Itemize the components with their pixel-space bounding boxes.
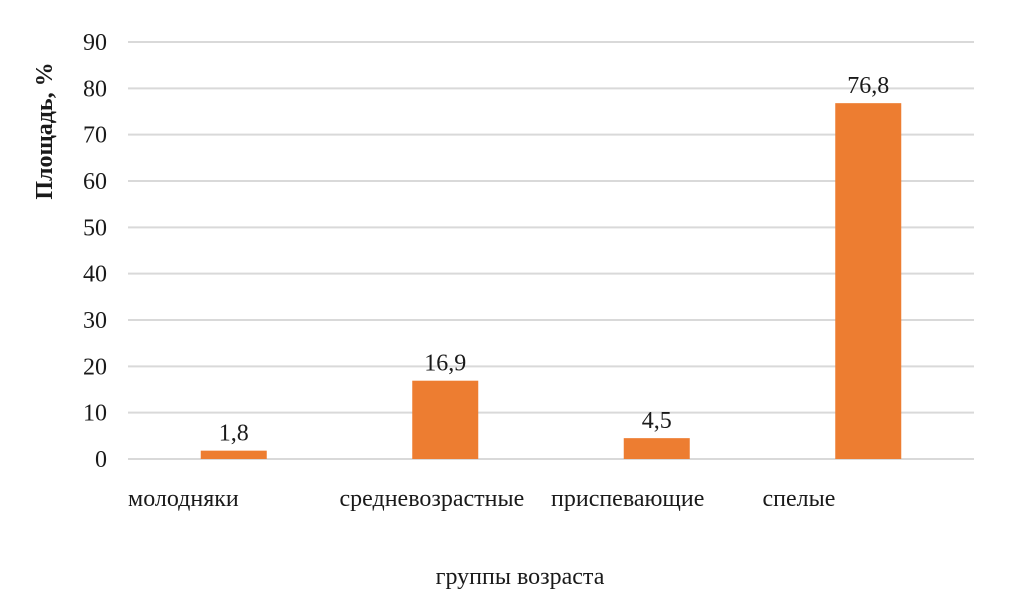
y-axis-title: Площадь, % [32,62,58,199]
category-label: средневозрастные [340,486,525,512]
bar [623,438,690,459]
category-label: спелые [763,486,836,512]
y-tick-label: 70 [83,123,107,149]
x-axis-title: группы возраста [436,564,605,590]
category-label: приспевающие [551,486,704,512]
data-label: 4,5 [642,408,672,434]
y-tick-labels: 0 10 20 30 40 50 60 70 80 90 [83,30,107,473]
y-tick-label: 90 [83,30,107,56]
data-label: 76,8 [847,73,889,99]
bar [200,450,267,459]
y-tick-label: 40 [83,262,107,288]
bar [412,380,479,459]
data-labels: 1,8 16,9 4,5 76,8 [219,73,890,447]
y-tick-label: 20 [83,354,107,380]
data-label: 16,9 [424,351,466,377]
y-tick-label: 50 [83,215,107,241]
y-tick-label: 30 [83,308,107,334]
y-tick-label: 60 [83,169,107,195]
category-labels: молодняки средневозрастные приспевающие спе… [128,486,835,512]
gridlines [128,41,974,460]
y-tick-label: 0 [95,447,107,473]
y-tick-label: 80 [83,76,107,102]
y-tick-label: 10 [83,401,107,427]
bar [835,103,902,459]
data-label: 1,8 [219,421,249,447]
bars [200,103,902,459]
category-label: молодняки [128,486,239,512]
